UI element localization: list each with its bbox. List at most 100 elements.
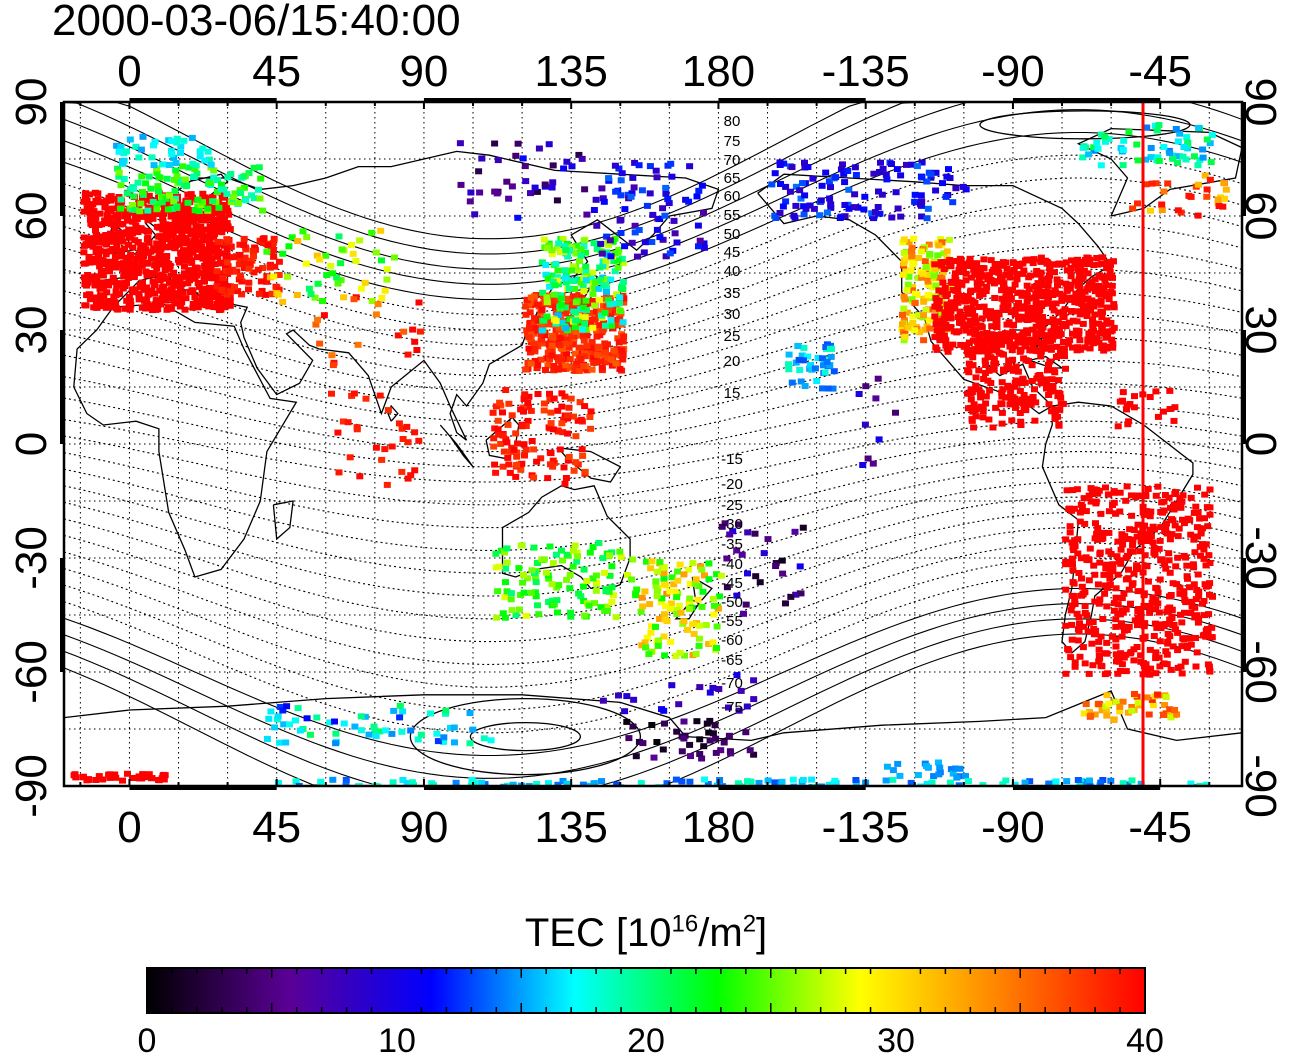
- tec-patch: [1166, 149, 1174, 156]
- tec-patch: [1055, 260, 1063, 267]
- tec-patch: [872, 395, 880, 402]
- tec-patch: [1173, 581, 1181, 588]
- tec-patch: [989, 424, 997, 431]
- tec-patch: [556, 446, 564, 453]
- tec-patch: [646, 190, 654, 197]
- tec-patch: [1052, 778, 1060, 785]
- tec-patch: [1022, 339, 1030, 346]
- tec-patch: [646, 163, 654, 170]
- tec-patch: [563, 158, 571, 165]
- tec-patch: [522, 303, 530, 310]
- tec-patch: [125, 226, 133, 233]
- tec-patch: [601, 309, 609, 316]
- tec-patch: [580, 287, 588, 294]
- tec-patch: [939, 180, 946, 187]
- tec-patch: [163, 224, 170, 231]
- tec-patch: [1063, 778, 1071, 785]
- tec-patch: [903, 161, 910, 168]
- tec-patch: [837, 166, 845, 173]
- tec-patch: [580, 583, 587, 590]
- tec-patch: [534, 391, 542, 397]
- tec-patch: [943, 248, 951, 255]
- tec-patch: [543, 294, 551, 301]
- tec-patch: [293, 292, 301, 298]
- tec-patch: [1165, 557, 1173, 564]
- tec-patch: [1043, 345, 1050, 352]
- tec-patch: [992, 344, 1000, 351]
- tec-patch: [690, 630, 698, 637]
- tec-patch: [177, 295, 185, 302]
- tec-patch: [305, 285, 313, 292]
- tec-patch: [213, 189, 221, 195]
- tec-patch: [975, 331, 983, 338]
- tec-patch: [501, 549, 508, 556]
- tec-patch: [1094, 525, 1102, 532]
- tec-patch: [415, 437, 423, 444]
- tec-patch: [1160, 144, 1168, 150]
- tec-patch: [907, 267, 915, 274]
- tec-patch: [1045, 401, 1053, 408]
- tec-patch: [778, 778, 786, 785]
- tec-patch: [984, 353, 992, 360]
- tec-patch: [240, 265, 248, 271]
- tec-patch: [1083, 313, 1091, 319]
- tec-patch: [1070, 593, 1078, 600]
- tec-patch: [80, 260, 88, 267]
- tec-patch: [1092, 498, 1100, 505]
- tec-patch: [165, 294, 173, 301]
- tec-patch: [1184, 575, 1191, 582]
- tec-patch: [1103, 304, 1111, 311]
- tec-patch: [1037, 380, 1045, 387]
- tec-patch: [737, 687, 745, 694]
- tec-patch: [156, 287, 164, 294]
- tec-patch: [87, 204, 95, 211]
- tec-patch: [97, 280, 105, 286]
- tec-patch: [471, 211, 479, 218]
- tec-patch: [958, 320, 966, 327]
- tec-patch: [1112, 594, 1120, 601]
- tec-patch: [795, 356, 803, 363]
- tec-patch: [666, 606, 674, 612]
- tec-patch: [172, 160, 180, 166]
- tec-patch: [695, 187, 703, 194]
- tec-patch: [901, 333, 909, 340]
- tec-patch: [102, 251, 110, 258]
- tec-patch: [399, 708, 407, 715]
- tec-patch: [640, 249, 648, 256]
- tec-patch: [596, 332, 604, 339]
- contour-line: [64, 466, 1242, 574]
- tec-patch: [603, 608, 611, 614]
- tec-patch: [156, 174, 164, 181]
- tec-patch: [735, 707, 743, 714]
- tec-patch: [1194, 181, 1202, 188]
- tec-patch: [1059, 339, 1067, 345]
- tec-patch: [1007, 268, 1015, 275]
- tec-patch: [434, 738, 442, 745]
- tec-patch: [698, 755, 706, 762]
- tec-patch: [583, 211, 591, 218]
- tec-patch: [148, 270, 156, 277]
- tec-patch: [1095, 320, 1103, 327]
- tec-patch: [1000, 300, 1008, 307]
- tec-patch: [581, 186, 589, 193]
- tec-patch: [710, 602, 718, 609]
- tec-patch: [1103, 692, 1111, 699]
- tec-patch: [980, 256, 988, 263]
- tec-patch: [927, 174, 935, 181]
- tec-patch: [181, 176, 189, 183]
- tec-patch: [440, 738, 447, 745]
- tec-patch: [101, 204, 109, 211]
- tec-patch: [226, 226, 234, 232]
- tec-patch: [171, 300, 179, 307]
- tec-patch: [1038, 331, 1046, 338]
- tec-patch: [945, 166, 952, 173]
- tec-patch: [603, 289, 610, 295]
- tec-patch: [942, 322, 950, 328]
- tec-patch: [630, 696, 638, 703]
- tec-patch: [248, 257, 256, 264]
- tec-patch: [1202, 562, 1210, 569]
- tec-patch: [413, 347, 421, 353]
- tec-patch: [573, 558, 581, 565]
- tec-patch: [522, 612, 530, 619]
- tec-patch: [199, 237, 207, 244]
